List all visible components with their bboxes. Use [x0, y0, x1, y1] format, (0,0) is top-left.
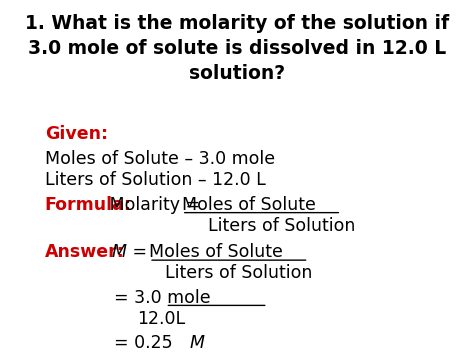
Text: M: M: [190, 334, 205, 352]
Text: = 0.25: = 0.25: [114, 334, 178, 352]
Text: Given:: Given:: [45, 125, 108, 143]
Text: Formula:: Formula:: [45, 196, 132, 214]
Text: Moles of Solute: Moles of Solute: [182, 196, 316, 214]
Text: Moles of Solute – 3.0 mole: Moles of Solute – 3.0 mole: [45, 149, 275, 168]
Text: M =: M =: [112, 243, 153, 261]
Text: 1. What is the molarity of the solution if
3.0 mole of solute is dissolved in 12: 1. What is the molarity of the solution …: [25, 14, 449, 83]
Text: Moles of Solute: Moles of Solute: [149, 243, 283, 261]
Text: Molarity =: Molarity =: [104, 196, 206, 214]
Text: Liters of Solution: Liters of Solution: [165, 264, 313, 282]
Text: = 3.0 mole: = 3.0 mole: [114, 289, 211, 307]
Text: Liters of Solution: Liters of Solution: [209, 217, 356, 235]
Text: Answer:: Answer:: [45, 243, 125, 261]
Text: Liters of Solution – 12.0 L: Liters of Solution – 12.0 L: [45, 171, 265, 189]
Text: 12.0L: 12.0L: [137, 310, 185, 328]
